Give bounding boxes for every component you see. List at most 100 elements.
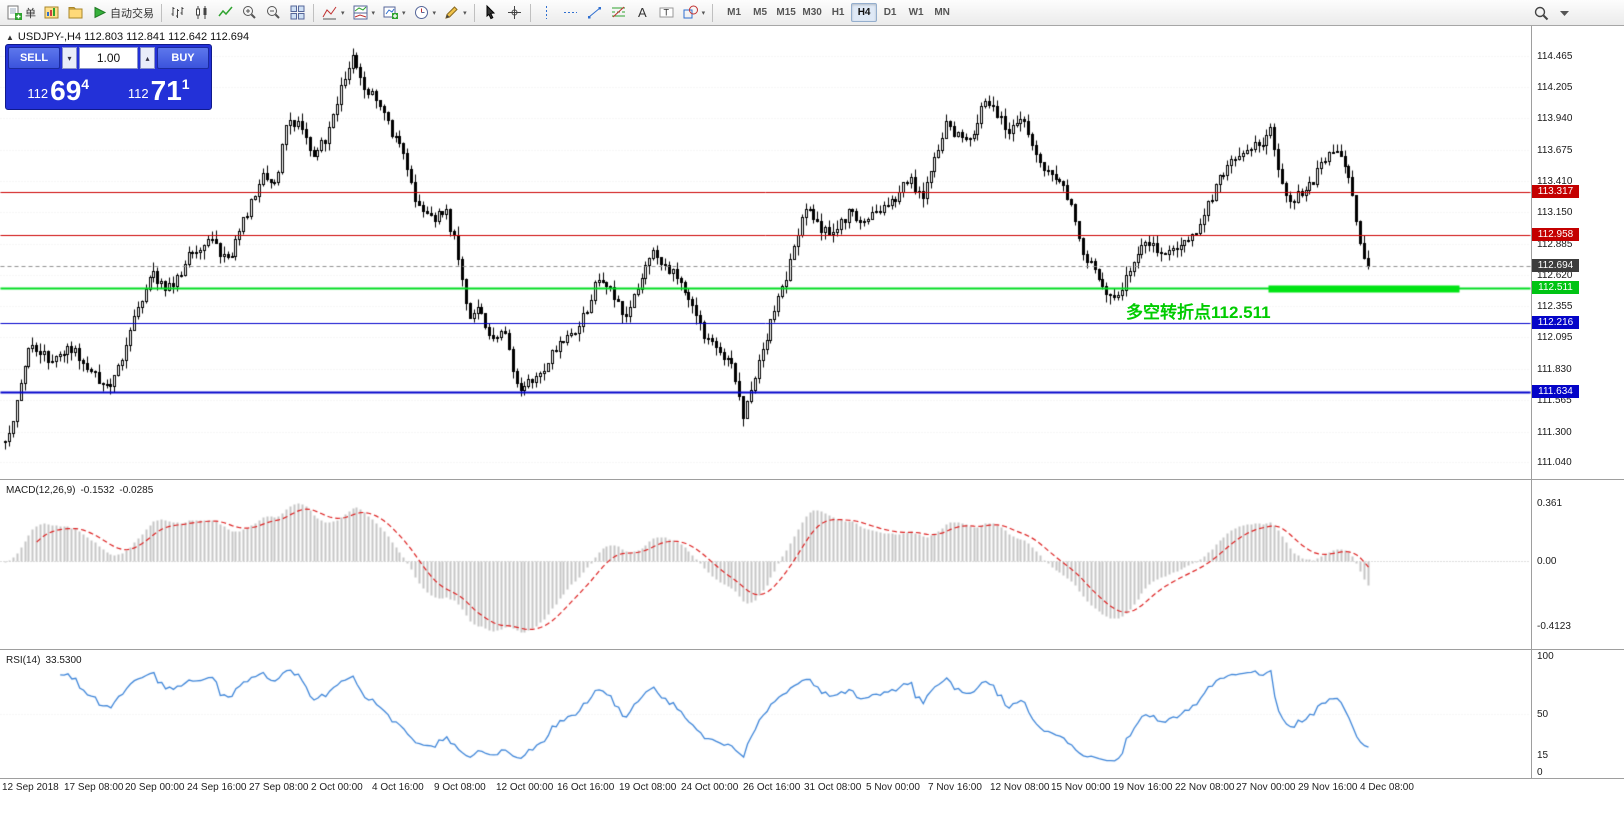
auto-trading-button[interactable]: 自动交易 — [88, 2, 157, 23]
rsi-scale-label: 100 — [1537, 651, 1554, 662]
timeframe-m1-button[interactable]: M1 — [721, 3, 747, 22]
volume-step-down-button[interactable]: ▾ — [62, 47, 77, 69]
search-button[interactable] — [1530, 3, 1553, 24]
periods-button[interactable]: ▾ — [410, 2, 440, 23]
time-axis-label: 15 Nov 00:00 — [1051, 782, 1111, 793]
timeframe-group: M1 M5 M15 M30 H1 H4 D1 W1 MN — [721, 3, 955, 22]
toolbar-separator — [473, 3, 475, 22]
shapes-button[interactable]: ▾ — [679, 2, 709, 23]
time-axis-label: 27 Sep 08:00 — [249, 782, 309, 793]
crosshair-button[interactable] — [503, 2, 526, 23]
volume-step-up-button[interactable]: ▴ — [140, 47, 155, 69]
new-order-icon — [6, 4, 23, 21]
macd-main-value: -0.1532 — [80, 485, 115, 496]
zoom-out-button[interactable] — [262, 2, 285, 23]
fibonacci-button[interactable] — [607, 2, 630, 23]
y-axis-label: 112.095 — [1537, 332, 1573, 344]
macd-name: MACD(12,26,9) — [6, 485, 76, 496]
fibonacci-icon — [610, 4, 627, 21]
tile-icon — [289, 4, 306, 21]
toolbar-separator — [529, 3, 531, 22]
price-level-label-current-price: 112.694 — [1532, 259, 1579, 273]
macd-scale-label: 0.00 — [1537, 555, 1557, 567]
charts-icon — [43, 4, 60, 21]
timeframe-d1-button[interactable]: D1 — [877, 3, 903, 22]
volume-input[interactable] — [79, 47, 138, 69]
collapse-panel-icon[interactable]: ▲ — [6, 32, 14, 42]
cursor-button[interactable] — [479, 2, 502, 23]
chart-ohlc-header: ▲ USDJPY-,H4 112.803 112.841 112.642 112… — [6, 31, 249, 43]
auto-trading-label: 自动交易 — [110, 7, 154, 20]
time-axis-label: 31 Oct 08:00 — [804, 782, 862, 793]
horizontal-line-button[interactable] — [559, 2, 582, 23]
new-order-button[interactable]: 单 — [3, 2, 39, 23]
time-axis-label: 27 Nov 00:00 — [1236, 782, 1296, 793]
timeframe-mn-button[interactable]: MN — [929, 3, 955, 22]
chevron-down-icon: ▾ — [463, 9, 467, 17]
price-macd-divider[interactable] — [0, 479, 1624, 480]
price-scale-divider — [1531, 26, 1532, 778]
time-axis-label: 12 Oct 00:00 — [496, 782, 554, 793]
shapes-icon — [682, 4, 699, 21]
profiles-button[interactable] — [64, 2, 87, 23]
bars-icon — [169, 4, 186, 21]
sell-price-display[interactable]: 112 69 4 — [8, 69, 109, 107]
buy-price-display[interactable]: 112 71 1 — [109, 69, 210, 107]
timeframe-m5-button[interactable]: M5 — [747, 3, 773, 22]
rsi-value: 33.5300 — [45, 655, 82, 666]
y-axis-label: 113.150 — [1537, 207, 1573, 219]
y-axis-label: 113.940 — [1537, 113, 1573, 125]
templates-button[interactable]: ▾ — [440, 2, 470, 23]
macd-rsi-divider[interactable] — [0, 649, 1624, 650]
time-axis-label: 16 Oct 16:00 — [557, 782, 615, 793]
buy-price-prefix: 112 — [127, 86, 149, 101]
timeframe-m30-button[interactable]: M30 — [799, 3, 825, 22]
y-axis-label: 112.885 — [1537, 238, 1573, 250]
text-button[interactable]: A — [631, 2, 654, 23]
toolbar-more-button[interactable] — [1553, 3, 1576, 24]
time-axis-divider — [0, 778, 1624, 779]
rsi-indicator-canvas[interactable] — [0, 650, 1531, 778]
time-axis-label: 2 Oct 00:00 — [311, 782, 363, 793]
y-axis-label: 113.675 — [1537, 144, 1573, 156]
new-chart-button[interactable]: ▾ — [379, 2, 409, 23]
timeframe-h1-button[interactable]: H1 — [825, 3, 851, 22]
price-chart-canvas[interactable] — [0, 26, 1531, 479]
zoom-in-button[interactable] — [238, 2, 261, 23]
buy-button[interactable]: BUY — [157, 47, 209, 69]
vertical-line-button[interactable] — [535, 2, 558, 23]
y-axis-label: 112.620 — [1537, 270, 1573, 282]
indicator-window-icon — [352, 4, 369, 21]
chart-line-button[interactable] — [214, 2, 237, 23]
macd-indicator-canvas[interactable] — [0, 480, 1531, 649]
new-order-label: 单 — [25, 7, 36, 20]
timeframe-h4-button[interactable]: H4 — [851, 3, 878, 22]
charts-button[interactable] — [40, 2, 63, 23]
indicator-windows-button[interactable]: ▾ — [349, 2, 379, 23]
trendline-icon — [586, 4, 603, 21]
one-click-controls-row: SELL ▾ ▴ BUY — [8, 47, 209, 69]
toolbar-right-group — [1530, 0, 1576, 26]
rsi-scale-label: 50 — [1537, 709, 1549, 720]
timeframe-w1-button[interactable]: W1 — [903, 3, 929, 22]
y-axis-label: 114.465 — [1537, 51, 1573, 63]
y-axis-label: 113.410 — [1537, 176, 1573, 188]
rsi-scale-label: 0 — [1537, 767, 1543, 778]
trendline-button[interactable] — [583, 2, 606, 23]
time-axis-label: 4 Dec 08:00 — [1360, 782, 1414, 793]
indicators-button[interactable]: ▾ — [318, 2, 348, 23]
vline-icon — [538, 4, 555, 21]
time-axis-label: 5 Nov 00:00 — [866, 782, 920, 793]
chevron-down-icon: ▾ — [701, 9, 706, 17]
tile-windows-button[interactable] — [286, 2, 309, 23]
sell-button[interactable]: SELL — [8, 47, 60, 69]
text-label-button[interactable]: T — [655, 2, 678, 23]
chart-bars-button[interactable] — [166, 2, 189, 23]
timeframe-m15-button[interactable]: M15 — [773, 3, 799, 22]
hline-icon — [562, 4, 579, 21]
chart-candles-button[interactable] — [190, 2, 213, 23]
text-icon: A — [634, 4, 651, 21]
time-axis-label: 12 Sep 2018 — [2, 782, 59, 793]
play-green-icon — [91, 4, 108, 21]
y-axis-label: 114.205 — [1537, 82, 1573, 94]
